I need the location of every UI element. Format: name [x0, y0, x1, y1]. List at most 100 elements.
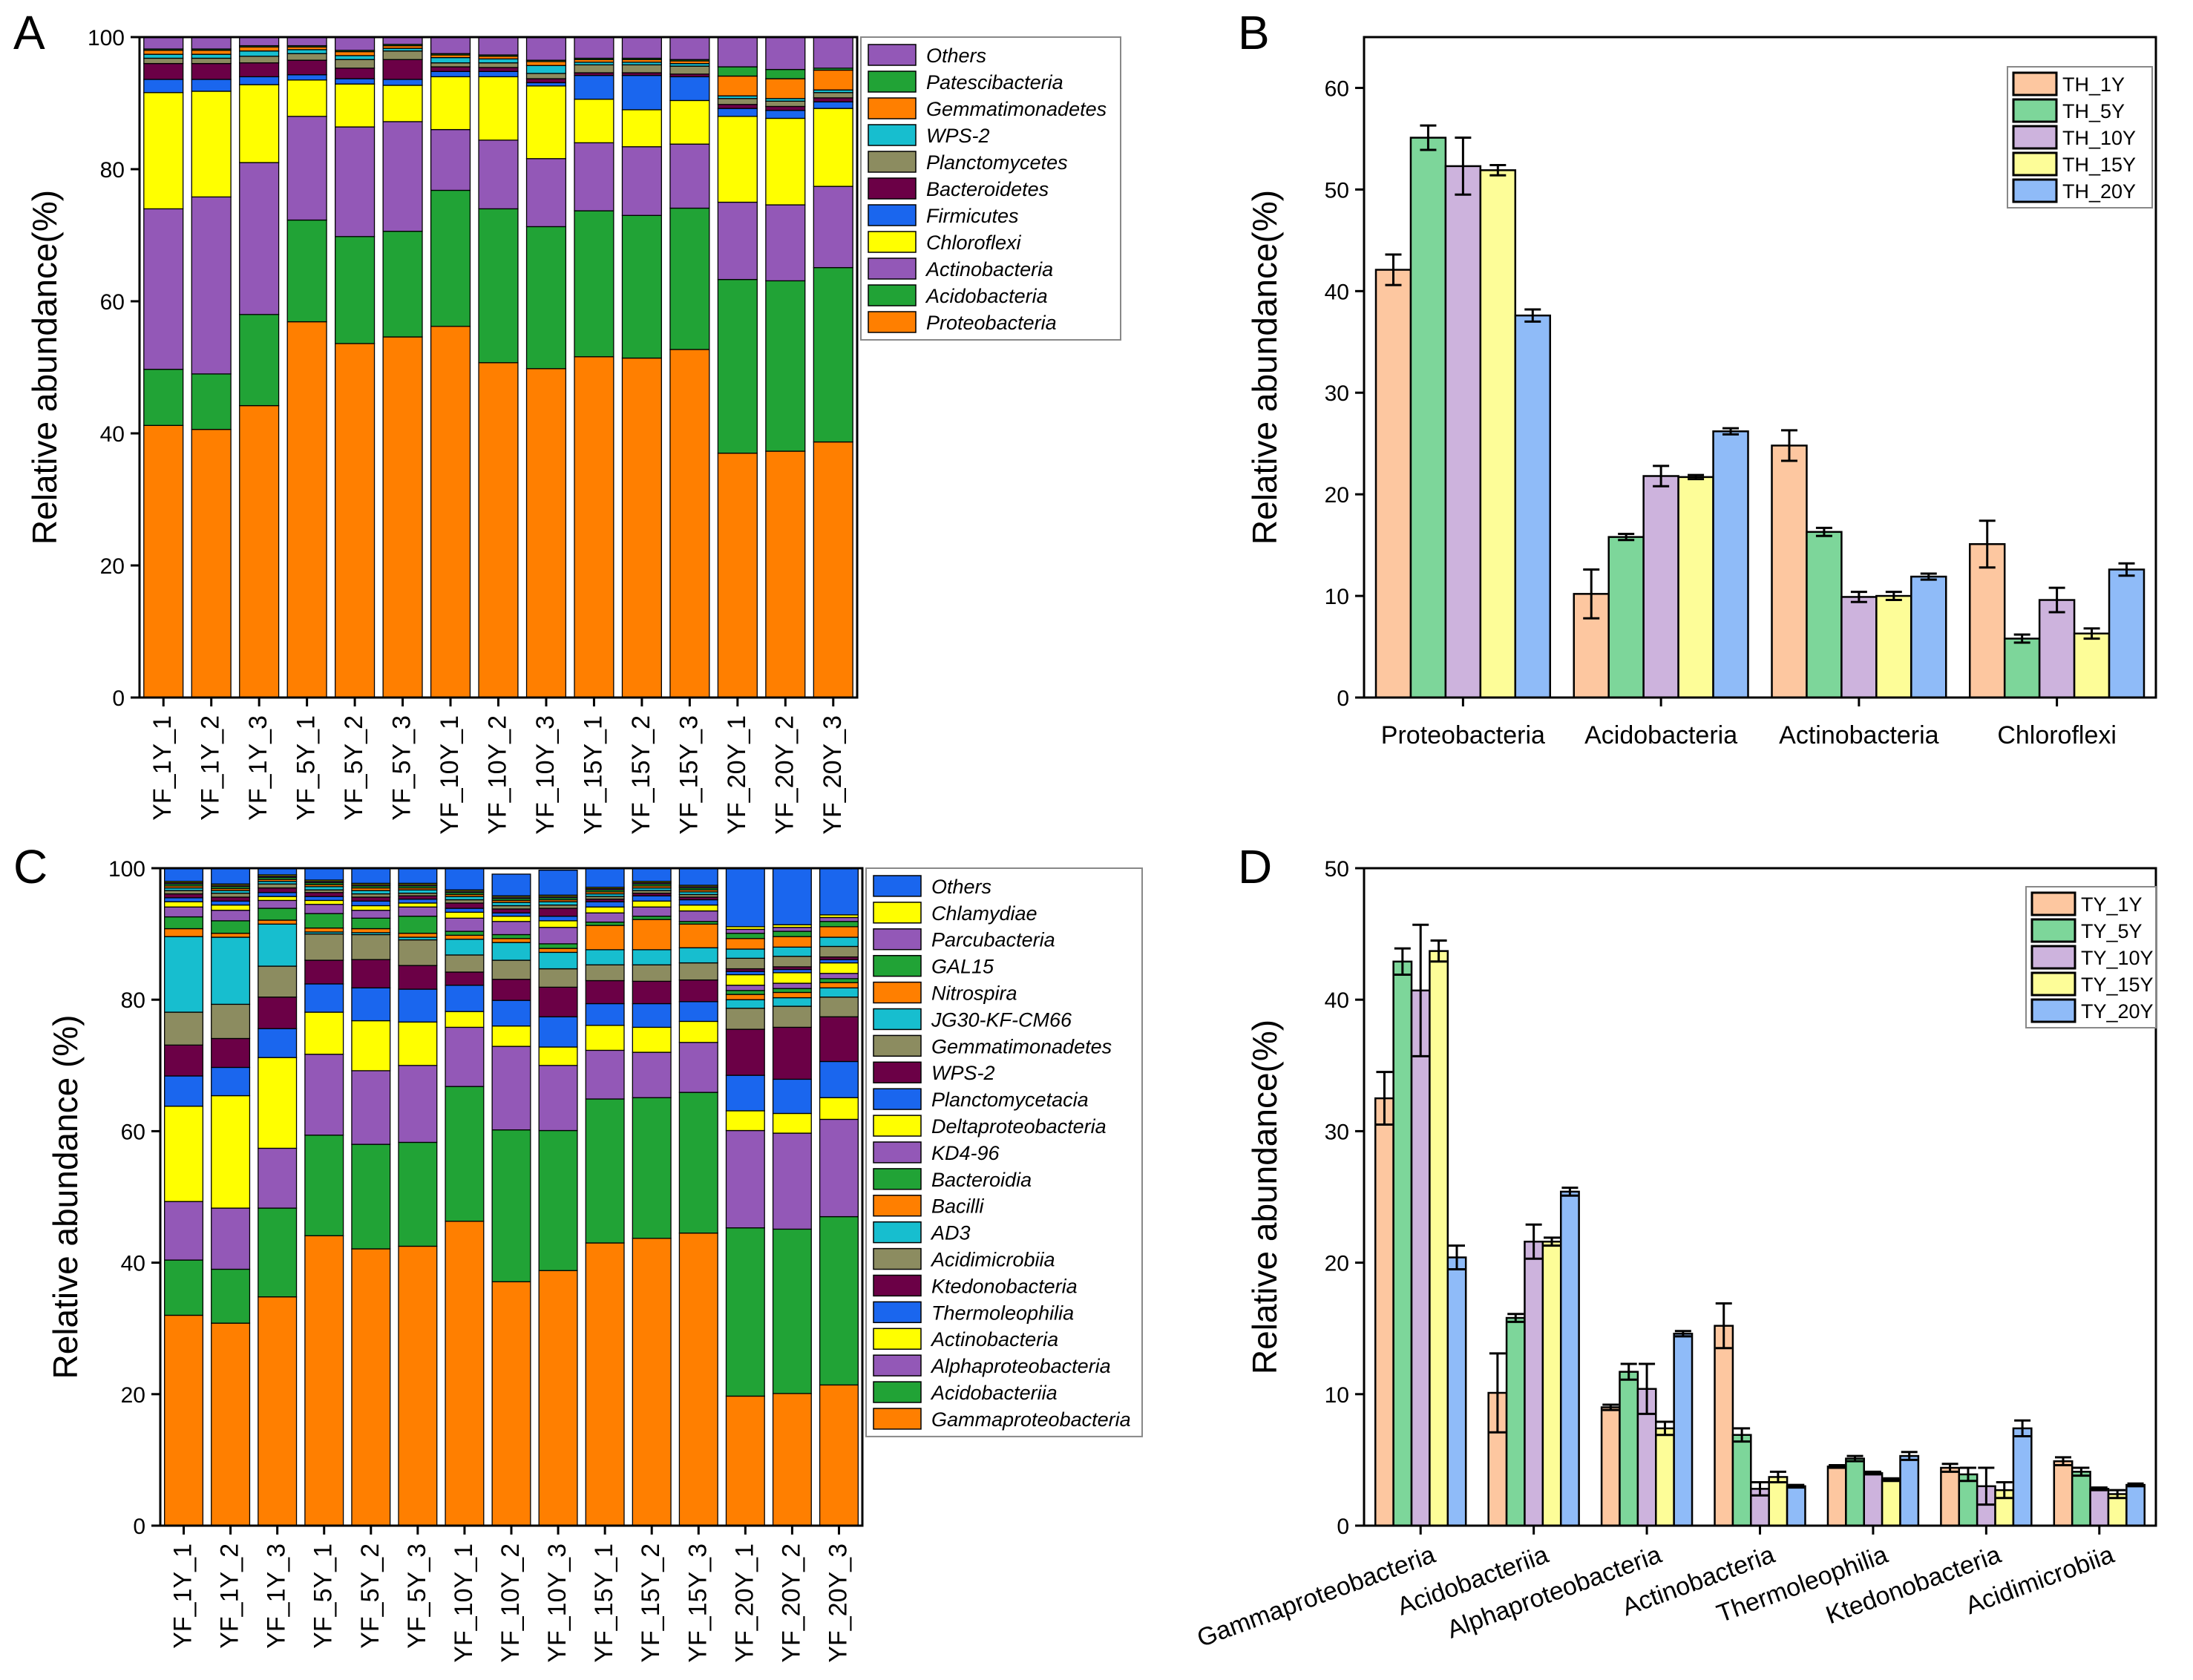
stack-segment-actinobacteria — [725, 1110, 765, 1132]
stack-segment-gammaproteobacteria — [538, 1270, 578, 1526]
legend-swatch-planctomycetacia — [873, 1088, 922, 1110]
bar-ty-1y — [2053, 1460, 2074, 1527]
stack-segment-proteobacteria — [335, 343, 376, 698]
stack-segment-nitrospira — [772, 936, 812, 948]
legend-swatch-kd4-96 — [873, 1141, 922, 1164]
stack-segment-ktedonobacteria — [351, 959, 391, 988]
stack-segment-acidobacteria — [191, 373, 232, 430]
stack-segment-planctomycetacia — [164, 897, 204, 902]
stack-segment-others — [772, 867, 812, 925]
stack-segment-kd4-96 — [491, 921, 531, 936]
legend-label-deltaproteobacteria: Deltaproteobacteria — [931, 1115, 1107, 1138]
stack-segment-planctomycetacia — [725, 971, 765, 976]
stack-segment-acidobacteria — [239, 314, 280, 407]
stack-segment-proteobacteria — [143, 424, 184, 698]
bar-th-5y — [1409, 137, 1447, 699]
stack-segment-ad3 — [725, 999, 765, 1009]
stack-segment-acidobacteria — [478, 208, 519, 364]
stack-segment-bacteroidetes — [765, 105, 806, 111]
x-tick-label: YF_15Y_2 — [637, 1543, 665, 1663]
stack-segment-thermoleophilia — [164, 1075, 204, 1107]
stack-segment-alphaproteobacteria — [585, 1049, 625, 1100]
stack-segment-nitrospira — [725, 938, 765, 950]
stack-segment-alphaproteobacteria — [678, 1042, 718, 1093]
stack-segment-actinobacteria — [351, 1020, 391, 1072]
stack-segment-planctomycetes — [574, 64, 614, 73]
stack-segment-actinobacteria — [538, 1046, 578, 1066]
stack-segment-planctomycetacia — [632, 895, 672, 902]
legend-label-th-1y: TH_1Y — [2062, 73, 2125, 96]
x-tick-label: YF_20Y_2 — [770, 715, 799, 835]
stack-segment-others — [813, 36, 853, 69]
stack-segment-planctomycetacia — [772, 968, 812, 974]
y-tick-label: 50 — [1325, 857, 1349, 882]
stack-segment-acidobacteriia — [304, 1135, 344, 1236]
stack-segment-ktedonobacteria — [772, 1026, 812, 1080]
stack-segment-thermoleophilia — [819, 1060, 859, 1098]
stack-segment-wps-2 — [143, 53, 184, 59]
stack-segment-proteobacteria — [765, 450, 806, 698]
bar-ty-5y — [1958, 1473, 1979, 1527]
stack-segment-gammaproteobacteria — [632, 1238, 672, 1526]
stack-segment-firmicutes — [239, 76, 280, 85]
stack-segment-ad3 — [632, 949, 672, 965]
x-tick-label: YF_1Y_2 — [197, 715, 225, 821]
legend-swatch-others — [873, 875, 922, 897]
stack-segment-chloroflexi — [669, 99, 710, 145]
stack-segment-gemmatimonadetes — [258, 883, 298, 889]
stack-segment-bacteroidetes — [239, 62, 280, 78]
legend-label-ty-15y: TY_15Y — [2081, 974, 2154, 996]
bar-th-10y — [1840, 596, 1878, 699]
plot-frame — [159, 867, 864, 1527]
stack-segment-gemmatimonadetes — [335, 50, 376, 56]
stack-segment-others — [286, 36, 327, 47]
legend-swatch-bacteroidetes — [868, 177, 917, 200]
legend-swatch-th-1y — [2012, 71, 2058, 96]
stack-segment-nitrospira — [819, 926, 859, 938]
legend-label-ty-1y: TY_1Y — [2081, 893, 2143, 916]
bar-ty-20y — [1559, 1190, 1580, 1527]
stack-segment-bacteroidia — [445, 931, 485, 936]
bar-ty-1y — [1826, 1466, 1847, 1527]
x-tick-label: YF_20Y_3 — [819, 715, 847, 835]
stack-segment-actinobacteria — [239, 162, 280, 315]
stack-segment-gemmatimonadetes — [351, 893, 391, 898]
bar-ty-20y — [1673, 1333, 1694, 1527]
stack-segment-gammaproteobacteria — [772, 1393, 812, 1526]
stack-segment-bacteroidia — [819, 978, 859, 983]
legend-swatch-parcubacteria — [873, 928, 922, 951]
y-tick-label: 40 — [121, 1252, 145, 1276]
stack-segment-gemmatimonadetes — [772, 956, 812, 968]
stack-segment-alphaproteobacteria — [538, 1065, 578, 1132]
stack-segment-bacilli — [164, 928, 204, 937]
stack-segment-jg30-kf-cm66 — [725, 948, 765, 959]
legend-swatch-acidimicrobiia — [873, 1247, 922, 1270]
stack-segment-ktedonobacteria — [398, 965, 438, 990]
stack-segment-wps-2 — [335, 55, 376, 60]
stack-segment-gemmatimonadetes — [143, 50, 184, 55]
stack-segment-ad3 — [538, 951, 578, 970]
stack-segment-kd4-96 — [725, 985, 765, 991]
stack-segment-actinobacteria — [669, 143, 710, 209]
stack-segment-actinobacteria — [445, 1011, 485, 1028]
stack-segment-others — [585, 867, 625, 888]
stack-segment-ad3 — [445, 939, 485, 956]
stack-segment-parcubacteria — [772, 927, 812, 932]
x-tick-label: YF_15Y_1 — [590, 1543, 618, 1663]
stack-segment-chloroflexi — [143, 92, 184, 210]
bar-ty-20y — [2012, 1427, 2033, 1527]
stack-segment-planctomycetacia — [445, 908, 485, 913]
stack-segment-firmicutes — [286, 74, 327, 81]
stack-segment-acidimicrobiia — [445, 954, 485, 973]
stack-segment-alphaproteobacteria — [351, 1070, 391, 1145]
stack-segment-thermoleophilia — [772, 1078, 812, 1115]
stack-segment-gammaproteobacteria — [585, 1242, 625, 1526]
stack-segment-acidimicrobiia — [678, 962, 718, 981]
stack-segment-proteobacteria — [717, 453, 758, 698]
y-tick-label: 20 — [1325, 483, 1349, 508]
stack-segment-bacteroidia — [725, 990, 765, 995]
stack-segment-acidobacteriia — [491, 1129, 531, 1282]
legend-label-proteobacteria: Proteobacteria — [926, 312, 1057, 334]
stack-segment-thermoleophilia — [258, 1028, 298, 1058]
